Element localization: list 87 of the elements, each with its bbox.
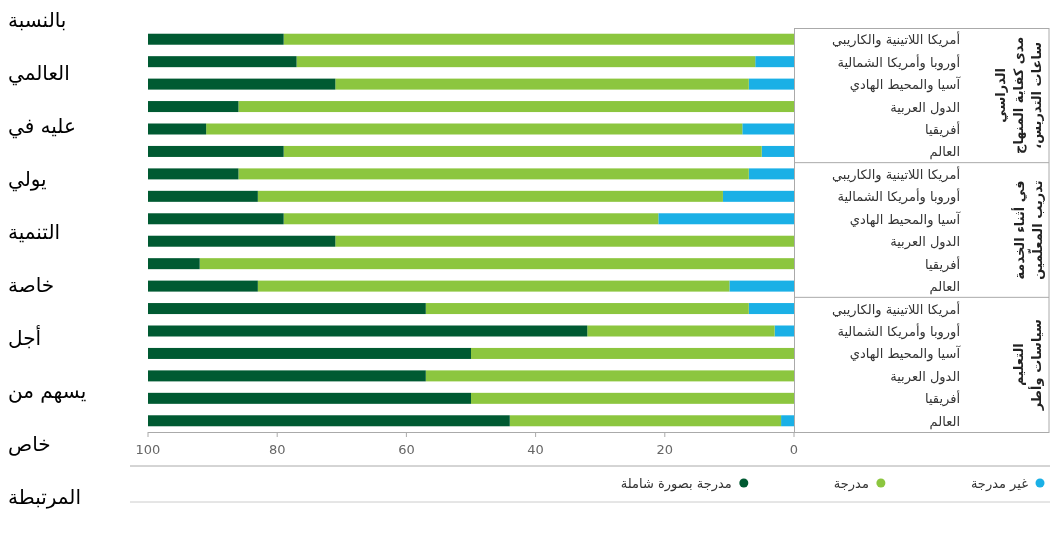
y-tick-label: أوروبا وأمريكا الشمالية bbox=[837, 53, 960, 71]
bar bbox=[257, 280, 730, 292]
bar bbox=[148, 56, 297, 68]
x-tick-label: 40 bbox=[527, 442, 544, 457]
text: سياسات وأطر التعليم bbox=[1011, 319, 1045, 412]
bar bbox=[148, 235, 336, 247]
y-tick-label: أوروبا وأمريكا الشمالية bbox=[837, 323, 960, 340]
bar bbox=[335, 235, 794, 247]
bar bbox=[335, 78, 749, 90]
text: تدريب المعلّمين في أثناء الخدمة bbox=[1010, 180, 1045, 280]
bar bbox=[774, 325, 794, 337]
bar bbox=[148, 415, 510, 427]
bar bbox=[755, 56, 794, 68]
bar bbox=[148, 33, 284, 45]
text: خاصة bbox=[8, 273, 55, 297]
x-tick-label: 80 bbox=[268, 442, 286, 457]
text: بالنسبة bbox=[8, 8, 67, 32]
bar bbox=[658, 213, 794, 225]
bar bbox=[148, 325, 588, 337]
bar bbox=[148, 303, 426, 315]
x-tick-label: 20 bbox=[656, 442, 674, 457]
bar bbox=[148, 145, 284, 157]
bar bbox=[283, 33, 794, 45]
bar bbox=[425, 303, 749, 315]
x-tick-label: 60 bbox=[398, 442, 415, 457]
y-tick-label: آسيا والمحيط الهادي bbox=[849, 345, 962, 363]
bar bbox=[748, 168, 794, 180]
y-tick-label: أفريقيا bbox=[924, 390, 960, 408]
bar bbox=[148, 347, 471, 359]
x-tick-label: 100 bbox=[135, 442, 161, 457]
bar bbox=[748, 78, 794, 90]
bar bbox=[148, 370, 426, 382]
y-tick-label: أوروبا وأمريكا الشمالية bbox=[837, 188, 960, 206]
bar bbox=[148, 392, 471, 404]
bar bbox=[148, 101, 239, 113]
y-tick-label: العالم bbox=[929, 413, 960, 430]
bar bbox=[729, 280, 794, 292]
bar bbox=[283, 213, 659, 225]
y-tick-label: أفريقيا bbox=[924, 255, 960, 273]
bar bbox=[471, 347, 794, 359]
text: أجل bbox=[8, 325, 42, 350]
bar bbox=[206, 123, 743, 135]
y-tick-label: أمريكا اللاتينية والكاريبي bbox=[831, 31, 960, 49]
y-tick-label: العالم bbox=[929, 144, 960, 161]
y-tick-label: الدول العربية bbox=[890, 368, 960, 385]
text: المرتبطة bbox=[8, 485, 81, 509]
legend-label: مدرجة bbox=[833, 476, 869, 492]
bar bbox=[761, 145, 794, 157]
bar bbox=[509, 415, 782, 427]
y-tick-label: أمريكا اللاتينية والكاريبي bbox=[831, 165, 960, 183]
bar bbox=[148, 168, 239, 180]
y-tick-label: أمريكا اللاتينية والكاريبي bbox=[831, 300, 960, 318]
bar bbox=[148, 258, 200, 270]
y-tick-label: الدول العربية bbox=[890, 234, 960, 251]
bar bbox=[781, 415, 794, 427]
bar bbox=[148, 280, 258, 292]
text: العالمي bbox=[8, 61, 70, 86]
text: خاص bbox=[8, 432, 51, 456]
bar bbox=[742, 123, 794, 135]
bar bbox=[257, 190, 723, 202]
y-tick-label: العالم bbox=[929, 279, 960, 296]
legend-label: مدرجة بصورة شاملة bbox=[620, 476, 732, 492]
bar bbox=[148, 213, 284, 225]
text: يسهم من bbox=[8, 379, 87, 403]
bar bbox=[722, 190, 794, 202]
bar bbox=[296, 56, 756, 68]
y-tick-label: آسيا والمحيط الهادي bbox=[849, 76, 962, 94]
bar bbox=[587, 325, 775, 337]
bar bbox=[148, 190, 258, 202]
text: يولي bbox=[8, 167, 47, 192]
bar bbox=[148, 123, 207, 135]
text: التنمية bbox=[8, 220, 61, 244]
bar bbox=[238, 101, 794, 113]
bar bbox=[471, 392, 794, 404]
text: ساعات التدريس، مدى كفاية المنهاج الدراسي bbox=[993, 36, 1045, 154]
y-tick-label: الدول العربية bbox=[890, 99, 960, 116]
bar bbox=[425, 370, 794, 382]
bar bbox=[148, 78, 336, 90]
bar bbox=[283, 145, 762, 157]
x-tick-label: 0 bbox=[789, 442, 799, 457]
legend-label: غير مدرجة bbox=[970, 476, 1029, 492]
text: عليه في bbox=[8, 114, 76, 139]
bar bbox=[238, 168, 749, 180]
bar bbox=[748, 303, 794, 315]
y-tick-label: أفريقيا bbox=[924, 121, 960, 138]
bar bbox=[199, 258, 794, 270]
y-tick-label: آسيا والمحيط الهادي bbox=[849, 210, 962, 228]
